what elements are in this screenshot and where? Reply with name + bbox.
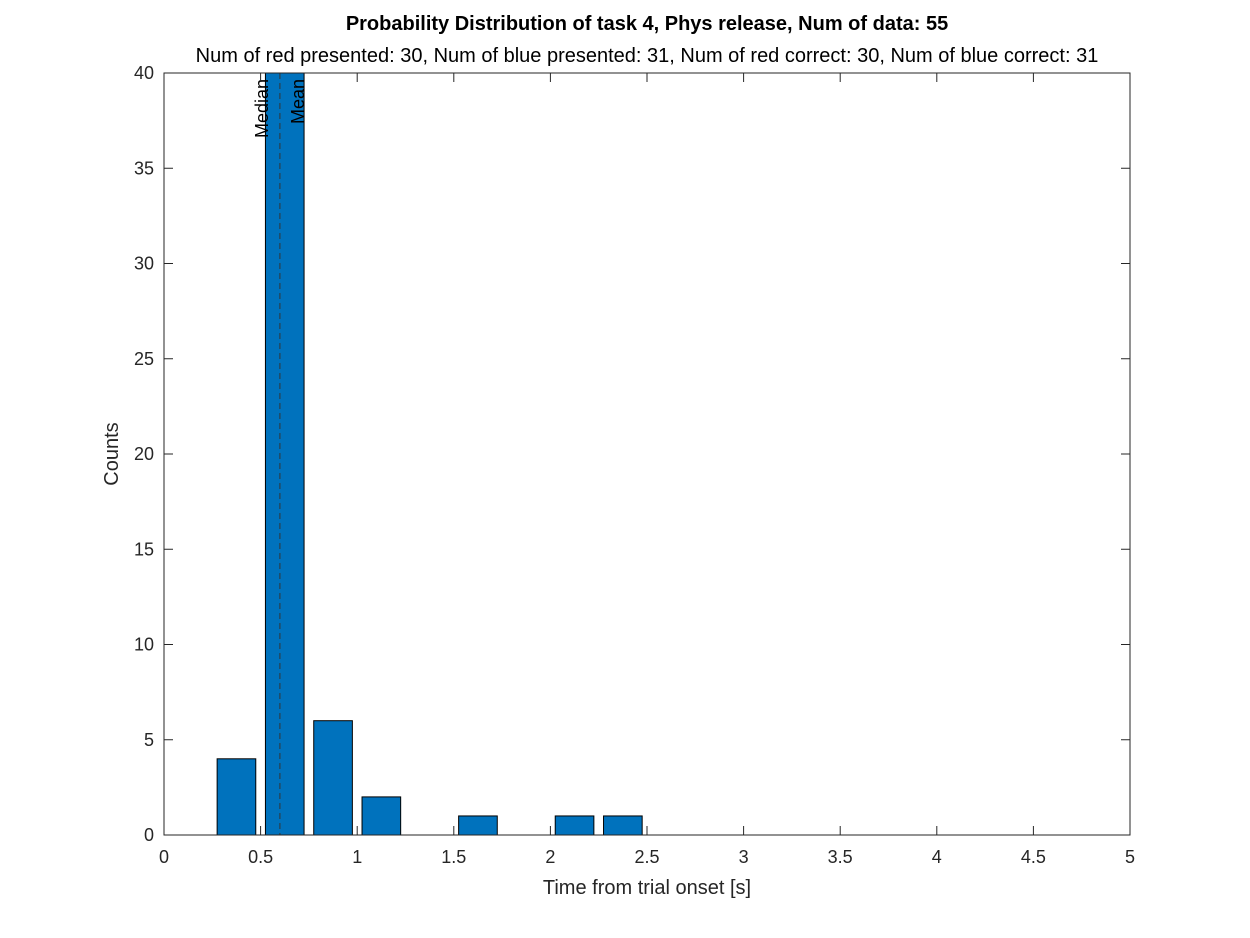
y-tick-label: 35 <box>134 158 154 178</box>
y-tick-label: 30 <box>134 254 154 274</box>
chart-subtitle: Num of red presented: 30, Num of blue pr… <box>196 45 1099 67</box>
x-tick-label: 4.5 <box>1021 847 1046 867</box>
y-tick-label: 0 <box>144 825 154 845</box>
x-tick-label: 5 <box>1125 847 1135 867</box>
plot-area: Median Mean 0 0.5 1 1.5 2 2.5 3 3.5 4 4.5 5 0 5 10 15 2… <box>134 63 1135 867</box>
y-ticks-group: 0 5 10 15 20 25 30 35 40 <box>134 63 1130 845</box>
x-ticks-group: 0 0.5 1 1.5 2 2.5 3 3.5 4 4.5 5 <box>159 73 1135 867</box>
mean-label: Mean <box>288 79 308 124</box>
x-tick-label: 3 <box>739 847 749 867</box>
y-tick-label: 10 <box>134 635 154 655</box>
median-label: Median <box>252 79 272 138</box>
y-tick-label: 20 <box>134 444 154 464</box>
histogram-bar <box>216 758 257 836</box>
histogram-bar <box>458 815 498 836</box>
x-tick-label: 1.5 <box>441 847 466 867</box>
x-tick-label: 4 <box>932 847 942 867</box>
histogram-bar <box>603 815 643 836</box>
chart-title: Probability Distribution of task 4, Phys… <box>346 13 948 35</box>
x-tick-label: 0.5 <box>248 847 273 867</box>
y-tick-label: 40 <box>134 63 154 83</box>
y-tick-label: 25 <box>134 349 154 369</box>
histogram-bar <box>313 720 353 836</box>
x-tick-label: 2.5 <box>634 847 659 867</box>
x-tick-label: 3.5 <box>828 847 853 867</box>
x-tick-label: 1 <box>352 847 362 867</box>
y-tick-label: 15 <box>134 539 154 559</box>
x-axis-label: Time from trial onset [s] <box>543 877 751 899</box>
reference-lines-group: Median Mean <box>252 73 308 835</box>
y-axis-label: Counts <box>101 422 123 485</box>
histogram-bar <box>264 72 305 836</box>
x-tick-label: 0 <box>159 847 169 867</box>
x-tick-label: 2 <box>545 847 555 867</box>
y-tick-label: 5 <box>144 730 154 750</box>
histogram-bar <box>554 815 595 836</box>
axes-background <box>164 73 1130 835</box>
histogram-bar <box>361 796 402 836</box>
